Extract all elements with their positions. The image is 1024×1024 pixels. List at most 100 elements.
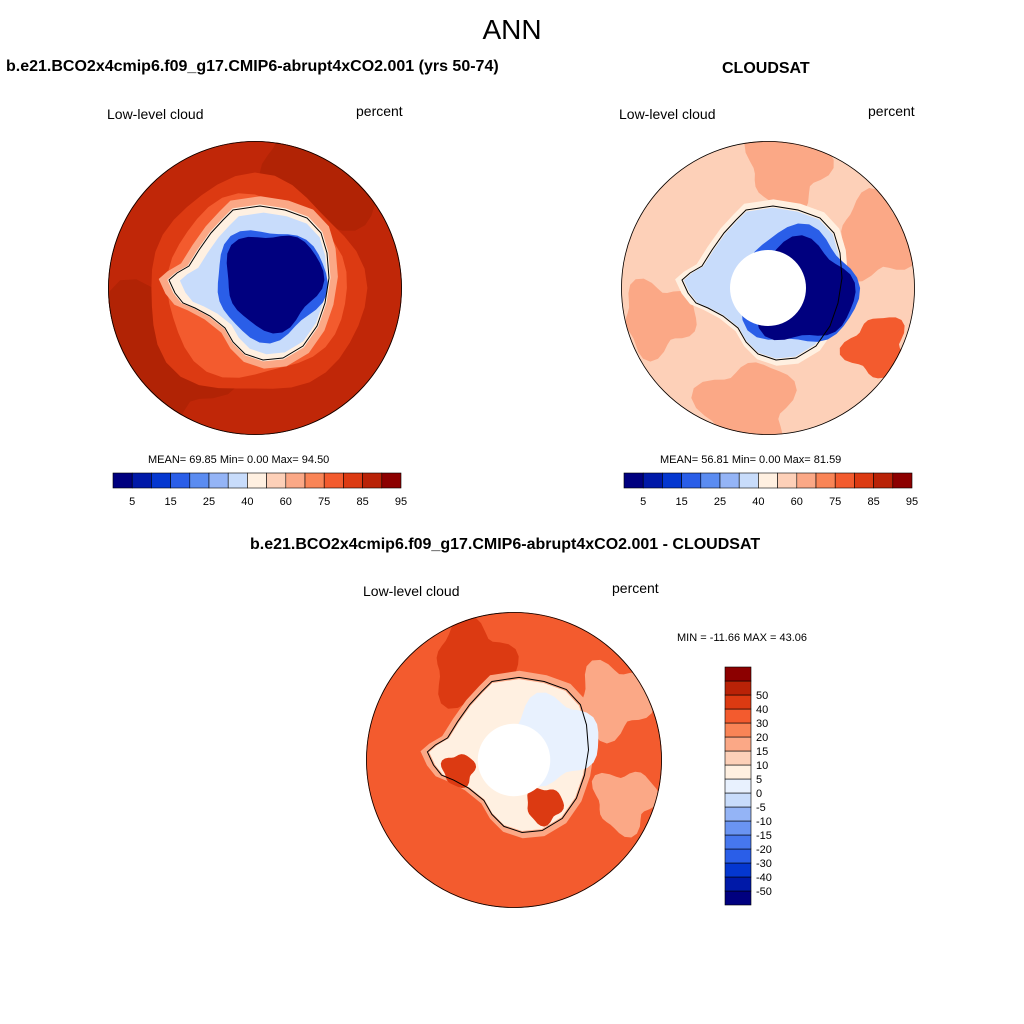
colorbar-swatch	[285, 472, 306, 489]
colorbar-tick-label: 40	[752, 496, 764, 508]
colorbar-swatch	[724, 876, 752, 892]
colorbar-swatch	[227, 472, 248, 489]
obs-units-label: percent	[868, 103, 915, 119]
map-field	[108, 141, 402, 435]
model-polar-map	[108, 141, 402, 435]
colorbar-tick-label: 75	[829, 496, 841, 508]
colorbar-tick-label: 15	[756, 746, 768, 758]
colorbar-swatch	[724, 750, 752, 766]
colorbar-tick-label: 25	[714, 496, 726, 508]
colorbar-swatch	[724, 862, 752, 878]
colorbar-swatch	[700, 472, 721, 489]
cloud-patch	[841, 188, 915, 282]
colorbar-swatch	[719, 472, 740, 489]
main-title: ANN	[482, 14, 542, 45]
colorbar-swatch	[724, 778, 752, 794]
diff-panel-title: b.e21.BCO2x4cmip6.f09_g17.CMIP6-abrupt4x…	[250, 536, 761, 553]
colorbar-swatch	[343, 472, 363, 489]
coastline	[426, 676, 590, 834]
diff-patch	[527, 787, 564, 827]
colorbar-tick-label: 50	[756, 690, 768, 702]
low-cloud-core	[226, 235, 325, 334]
map-border	[366, 612, 662, 908]
obs-panel-title: CLOUDSAT	[722, 60, 810, 77]
colorbar-swatch	[208, 472, 229, 489]
colorbar-swatch	[247, 472, 267, 489]
colorbar-swatch	[724, 820, 752, 836]
colorbar-swatch	[662, 472, 682, 489]
colorbar-swatch	[724, 792, 752, 808]
colorbar-tick-label: -10	[756, 816, 772, 828]
colorbar-tick-label: 85	[867, 496, 879, 508]
colorbar-swatch	[724, 834, 752, 850]
colorbar-swatch	[873, 472, 894, 489]
obs-stats: MEAN= 56.81 Min= 0.00 Max= 81.59	[660, 454, 842, 466]
colorbar-tick-label: 5	[640, 496, 646, 508]
diff-stats: MIN = -11.66 MAX = 43.06	[677, 632, 808, 644]
colorbar-swatch	[777, 472, 798, 489]
colorbar-swatch	[796, 472, 817, 489]
colorbar-tick-label: 0	[756, 788, 762, 800]
colorbar-tick-label: 60	[791, 496, 803, 508]
colorbar-tick-label: 10	[756, 760, 768, 772]
cloud-patch	[744, 141, 834, 218]
diff-patch	[440, 754, 477, 788]
colorbar-tick-label: 15	[164, 496, 176, 508]
colorbar-swatch	[112, 472, 133, 489]
map-field	[366, 612, 662, 908]
map-border	[621, 141, 915, 435]
colorbar-tick-label: 5	[756, 774, 762, 786]
cloud-patch	[625, 278, 697, 362]
colorbar-swatch	[323, 472, 344, 489]
colorbar-swatch	[892, 472, 913, 489]
colorbar-swatch	[724, 680, 752, 696]
colorbar-tick-label: 95	[906, 496, 918, 508]
colorbar-swatch	[151, 472, 171, 489]
colorbar-tick-label: 85	[356, 496, 368, 508]
colorbar-tick-label: 15	[675, 496, 687, 508]
colorbar-swatch	[724, 736, 752, 752]
colorbar-tick-label: 5	[129, 496, 135, 508]
coastline	[168, 205, 330, 361]
colorbar-swatch	[724, 764, 752, 780]
colorbar-swatch	[623, 472, 644, 489]
colorbar-swatch	[381, 472, 402, 489]
colorbar-swatch	[724, 722, 752, 738]
cloud-patch	[839, 317, 909, 379]
colorbar-swatch	[131, 472, 152, 489]
colorbar-tick-label: 20	[756, 732, 768, 744]
colorbar-tick-label: -40	[756, 872, 772, 884]
colorbar-tick-label: 30	[756, 718, 768, 730]
missing-data-hole	[730, 250, 806, 326]
colorbar-swatch	[724, 890, 752, 906]
colorbar-tick-label: 40	[241, 496, 253, 508]
colorbar-tick-label: -50	[756, 886, 772, 898]
colorbar-swatch	[304, 472, 325, 489]
colorbar-tick-label: 75	[318, 496, 330, 508]
model-variable-label: Low-level cloud	[107, 106, 204, 122]
colorbar-swatch	[738, 472, 759, 489]
colorbar-swatch	[681, 472, 702, 489]
diff-variable-label: Low-level cloud	[363, 583, 460, 599]
colorbar-tick-label: 60	[280, 496, 292, 508]
cloud-patch	[691, 362, 797, 435]
colorbar-swatch	[642, 472, 663, 489]
colorbar-tick-label: -5	[756, 802, 766, 814]
model-panel-title: b.e21.BCO2x4cmip6.f09_g17.CMIP6-abrupt4x…	[6, 58, 499, 75]
obs-variable-label: Low-level cloud	[619, 106, 716, 122]
colorbar-swatch	[189, 472, 210, 489]
map-border	[108, 141, 402, 435]
diff-polar-map	[366, 612, 662, 908]
colorbar-tick-label: 40	[756, 704, 768, 716]
colorbar-swatch	[724, 708, 752, 724]
colorbar-swatch	[362, 472, 383, 489]
colorbar-swatch	[724, 806, 752, 822]
obs-colorbar: 5 15 25 40 60 75 85 95	[623, 472, 918, 508]
map-field	[621, 141, 915, 435]
model-colorbar: 5 15 25 40 60 75 85 95	[112, 472, 407, 508]
diff-patch	[591, 771, 660, 838]
colorbar-swatch	[724, 694, 752, 710]
colorbar-swatch	[758, 472, 778, 489]
colorbar-swatch	[266, 472, 287, 489]
